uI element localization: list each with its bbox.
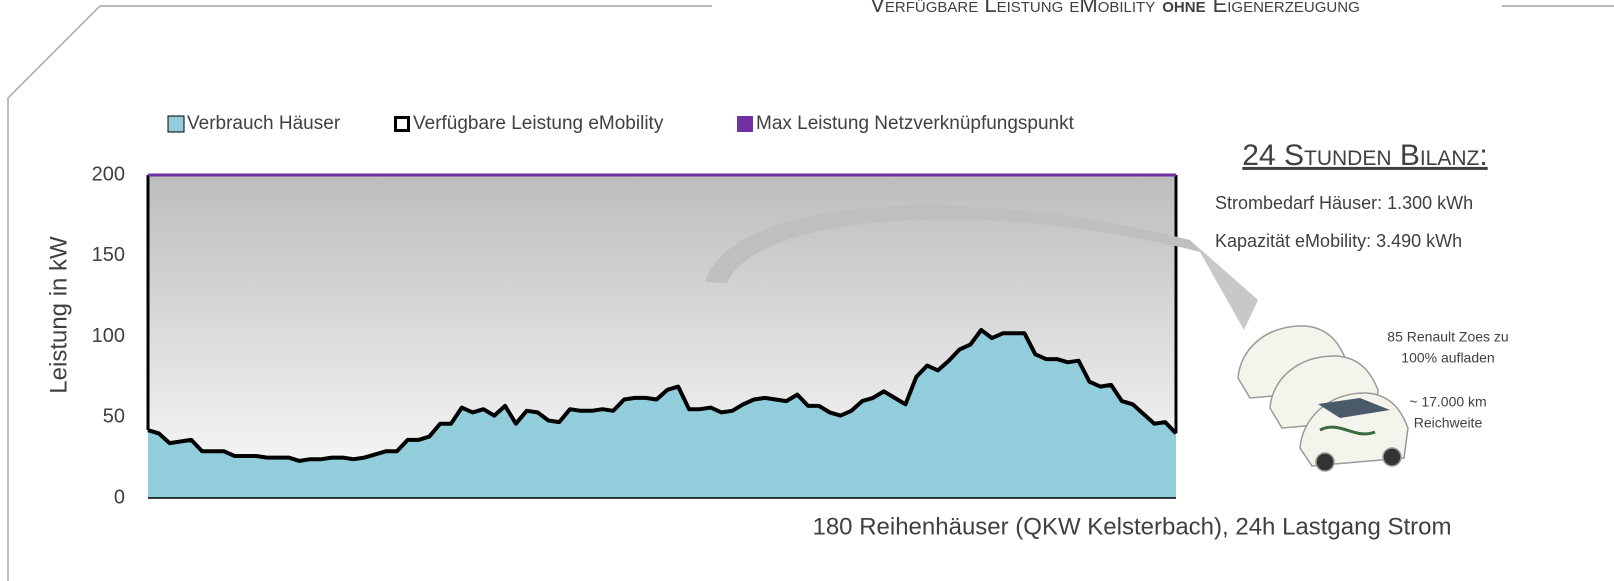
summary-title: 24 Stunden Bilanz:: [1242, 139, 1487, 172]
title-part: ohne: [1162, 0, 1205, 17]
y-tick-label: 200: [92, 163, 125, 185]
slide: Verfügbare Leistung eMobility ohne Eigener…: [0, 0, 1614, 581]
y-tick-label: 100: [92, 325, 125, 347]
summary-line: Kapazität eMobility: 3.490 kWh: [1215, 231, 1462, 251]
y-tick-label: 150: [92, 244, 125, 266]
page: Verfügbare Leistung eMobility ohne Eigener…: [0, 0, 1614, 581]
car-note: 85 Renault Zoes zu: [1387, 329, 1508, 345]
y-axis-label: Leistung in kW: [45, 236, 72, 394]
summary-line: Strombedarf Häuser: 1.300 kWh: [1215, 193, 1473, 213]
x-axis-label: 180 Reihenhäuser (QKW Kelsterbach), 24h …: [812, 513, 1451, 540]
legend-swatch: [737, 116, 753, 132]
legend-label: Max Leistung Netzverknüpfungspunkt: [756, 113, 1075, 134]
legend-label: Verbrauch Häuser: [187, 113, 341, 134]
car-note: ~ 17.000 km: [1409, 394, 1486, 410]
slide-title: Verfügbare Leistung eMobility ohne Eigener…: [870, 0, 1360, 17]
legend-swatch: [396, 118, 409, 131]
cars: [1238, 326, 1408, 471]
legend-label: Verfügbare Leistung eMobility: [413, 113, 664, 134]
car-note: Reichweite: [1414, 415, 1483, 431]
title-part: Eigenerzeugung: [1213, 0, 1360, 17]
y-tick-label: 50: [103, 406, 125, 428]
plot: 0 50 100 150 200 Leistung in kW 180 Reihenhäus…: [45, 113, 1451, 540]
y-tick-label: 0: [114, 486, 125, 508]
arrow-head: [1190, 240, 1258, 330]
legend-swatch: [168, 116, 184, 132]
car-note: 100% aufladen: [1401, 350, 1494, 366]
title-part: Verfügbare Leistung eMobility: [870, 0, 1155, 17]
